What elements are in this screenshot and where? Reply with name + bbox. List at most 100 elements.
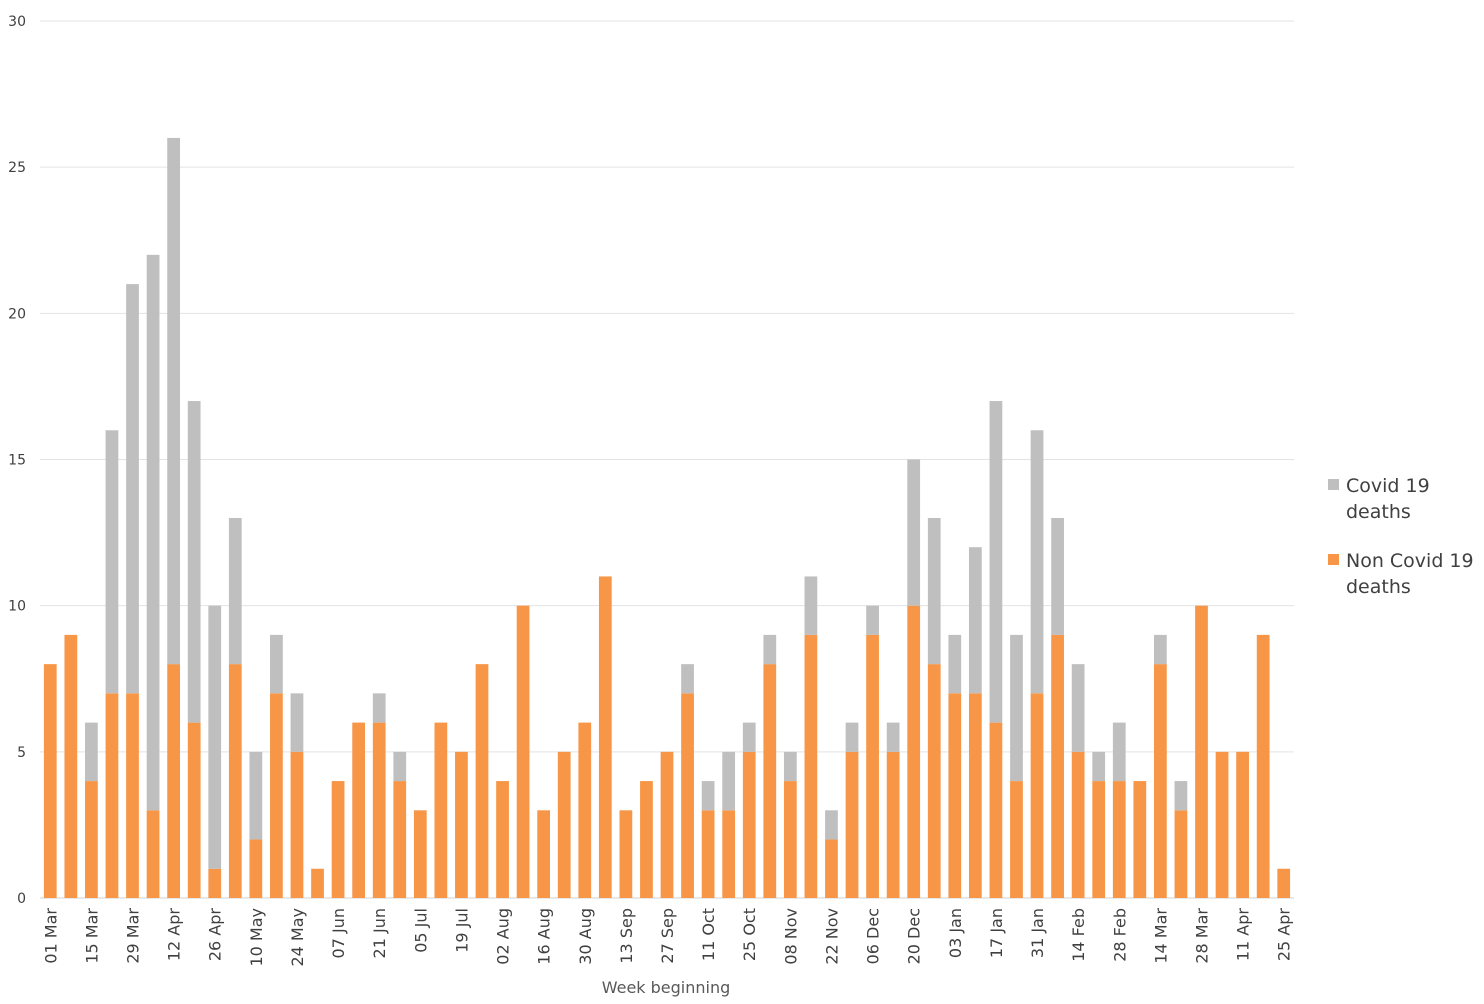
bar-non-covid — [640, 781, 653, 898]
bar-non-covid — [496, 781, 509, 898]
y-tick-label: 20 — [8, 306, 26, 322]
bar-covid — [290, 693, 304, 752]
bar-non-covid — [516, 605, 530, 898]
y-tick-label: 15 — [8, 453, 26, 469]
bar-non-covid — [1112, 781, 1126, 898]
bar-non-covid — [1174, 810, 1188, 898]
bar-non-covid — [434, 722, 448, 898]
x-tick-label: 26 Apr — [206, 908, 225, 962]
bar-covid — [1051, 517, 1064, 635]
x-tick-label: 30 Aug — [576, 908, 595, 965]
bar-non-covid — [1092, 781, 1106, 898]
bar-non-covid — [578, 722, 592, 898]
bar-non-covid — [1010, 781, 1023, 898]
bar-covid — [907, 459, 921, 606]
x-tick-label: 21 Jun — [370, 908, 389, 958]
bar-non-covid — [167, 664, 180, 898]
bar-covid — [989, 401, 1003, 723]
x-tick-label: 06 Dec — [864, 908, 883, 964]
bar-non-covid — [1071, 751, 1085, 898]
x-tick-label: 28 Mar — [1192, 908, 1211, 964]
bar-non-covid — [475, 664, 489, 898]
x-tick-label: 14 Feb — [1069, 908, 1088, 962]
bar-non-covid — [968, 693, 982, 898]
bar-non-covid — [660, 751, 674, 898]
bar-covid — [126, 284, 139, 694]
y-tick-label: 5 — [17, 745, 26, 761]
bar-covid — [763, 634, 777, 665]
bar-non-covid — [1195, 605, 1208, 898]
legend: Covid 19 deaths Non Covid 19 deaths — [1328, 475, 1474, 598]
x-tick-label: 11 Oct — [699, 908, 718, 961]
bar-non-covid — [763, 664, 777, 898]
bar-covid — [393, 751, 407, 782]
bar-covid — [208, 605, 222, 869]
bar-non-covid — [804, 634, 818, 898]
bar-non-covid — [372, 722, 386, 898]
bar-non-covid — [619, 810, 633, 898]
bar-covid — [105, 430, 119, 694]
bars — [43, 137, 1291, 898]
x-tick-label: 11 Apr — [1234, 908, 1253, 962]
bar-covid — [1092, 751, 1106, 782]
y-axis: 0 5 10 15 20 25 30 — [8, 14, 26, 907]
bar-non-covid — [1154, 664, 1167, 898]
legend-label: Covid 19 deaths — [1346, 475, 1430, 523]
x-tick-label: 03 Jan — [946, 908, 965, 958]
x-tick-label: 28 Feb — [1110, 908, 1129, 962]
bar-non-covid — [249, 839, 263, 898]
bar-covid — [167, 137, 180, 665]
bar-non-covid — [866, 634, 879, 898]
bar-non-covid — [393, 781, 407, 898]
y-tick-label: 25 — [8, 160, 26, 176]
bar-non-covid — [783, 781, 797, 898]
bar-non-covid — [1236, 751, 1249, 898]
gridlines — [40, 20, 1294, 899]
x-tick-label: 08 Nov — [781, 908, 800, 965]
bar-covid — [372, 693, 386, 723]
x-tick-label: 10 May — [247, 908, 266, 967]
bar-covid — [948, 634, 962, 694]
bar-covid — [722, 751, 736, 811]
bar-non-covid — [948, 693, 962, 898]
bar-non-covid — [105, 693, 119, 898]
x-tick-label: 05 Jul — [411, 908, 430, 953]
bar-non-covid — [701, 810, 715, 898]
x-tick-label: 29 Mar — [124, 908, 143, 964]
x-tick-label: 22 Nov — [822, 908, 841, 965]
bar-covid — [783, 751, 797, 782]
bar-covid — [804, 576, 818, 635]
bar-non-covid — [64, 634, 78, 898]
bar-non-covid — [413, 810, 427, 898]
bar-covid — [1174, 781, 1188, 811]
legend-swatch — [1328, 479, 1339, 490]
bar-covid — [1010, 634, 1023, 782]
x-tick-label: 24 May — [288, 908, 307, 967]
x-tick-label: 19 Jul — [452, 908, 471, 953]
bar-covid — [85, 722, 98, 782]
bar-covid — [1030, 430, 1044, 694]
x-tick-label: 25 Apr — [1275, 908, 1294, 962]
bar-non-covid — [825, 839, 838, 898]
bar-non-covid — [681, 693, 694, 898]
bar-non-covid — [43, 664, 57, 898]
bar-covid — [681, 664, 694, 694]
bar-non-covid — [85, 781, 98, 898]
legend-label: Non Covid 19 deaths — [1346, 550, 1474, 598]
bar-non-covid — [311, 868, 324, 898]
bar-covid — [968, 547, 982, 694]
bar-non-covid — [352, 722, 366, 898]
x-tick-label: 07 Jun — [329, 908, 348, 958]
bar-non-covid — [1051, 634, 1064, 898]
x-tick-label: 12 Apr — [165, 908, 184, 962]
bar-covid — [845, 722, 859, 752]
bar-non-covid — [845, 751, 859, 898]
x-tick-label: 01 Mar — [41, 908, 60, 964]
bar-non-covid — [455, 751, 468, 898]
bar-non-covid — [1256, 634, 1270, 898]
x-tick-label: 15 Mar — [82, 908, 101, 964]
y-tick-label: 10 — [8, 599, 26, 615]
legend-swatch — [1328, 554, 1339, 565]
bar-non-covid — [742, 751, 756, 898]
